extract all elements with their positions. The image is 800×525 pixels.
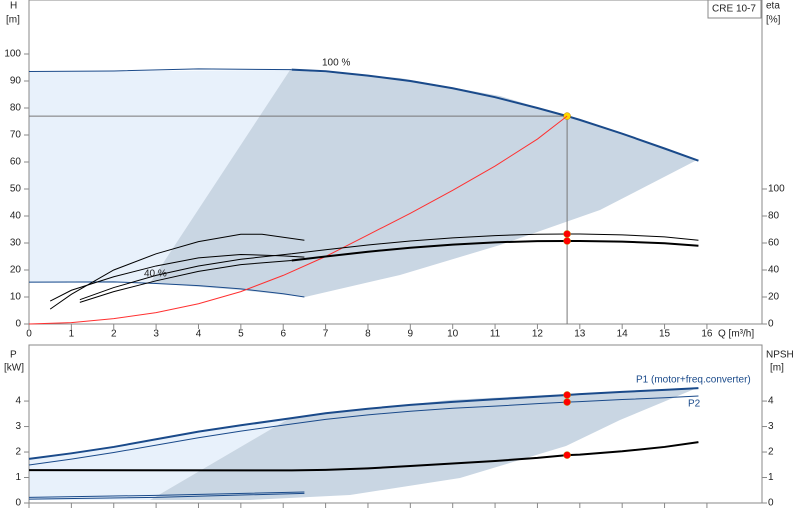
curve	[28, 281, 305, 298]
title-box	[707, 0, 762, 19]
curve	[28, 492, 305, 500]
x-tick-label: 3	[153, 329, 159, 340]
x-tick-label: 6	[280, 329, 286, 340]
annotation: P1 (motor+freq.converter)	[636, 375, 751, 386]
x-tick-label: 13	[574, 329, 586, 340]
y2-tick-label: 0	[768, 319, 774, 330]
y-tick-label: 2	[15, 447, 21, 458]
operating-point	[563, 398, 571, 406]
y2-tick-label: 1	[768, 472, 774, 483]
y2-tick-label: 4	[768, 396, 774, 407]
operating-point	[563, 451, 571, 459]
y-tick-label: 10	[10, 292, 22, 303]
curve	[28, 395, 699, 466]
curve	[28, 115, 568, 325]
curve	[79, 253, 292, 301]
y-tick-label: 0	[15, 498, 21, 509]
operating-point	[563, 237, 571, 245]
curve	[79, 260, 292, 303]
curve	[28, 387, 699, 460]
x-tick-label: 1	[69, 329, 75, 340]
y2-axis-label: [m]	[770, 363, 784, 374]
x-tick-label: 15	[659, 329, 671, 340]
x-tick-label: 11	[490, 329, 501, 340]
y-axis-label: P	[10, 350, 17, 361]
operating-point	[563, 230, 571, 238]
x-tick-label: 9	[408, 329, 414, 340]
y-tick-label: 4	[15, 396, 21, 407]
y-tick-label: 70	[10, 130, 22, 141]
y-tick-label: 100	[4, 49, 21, 60]
annotation: 40 %	[144, 269, 167, 280]
y2-tick-label: 100	[768, 184, 785, 195]
x-tick-label: 4	[196, 329, 202, 340]
curve	[291, 68, 699, 162]
plot-frame	[28, 344, 763, 504]
light-area	[29, 418, 290, 500]
y2-axis-label: eta	[766, 1, 780, 12]
curve	[291, 233, 699, 255]
operating-point	[563, 391, 571, 399]
y2-axis-label: NPSH	[766, 350, 794, 361]
y2-tick-label: 40	[768, 265, 780, 276]
x-tick-label: 5	[238, 329, 244, 340]
y-tick-label: 1	[15, 472, 21, 483]
curve	[49, 233, 305, 310]
curve	[28, 68, 292, 73]
operating-area	[150, 70, 697, 297]
y2-tick-label: 2	[768, 447, 774, 458]
y2-tick-label: 3	[768, 421, 774, 432]
y2-axis-label: [%]	[766, 15, 781, 26]
operating-area	[150, 388, 697, 500]
x-tick-label: 7	[323, 329, 329, 340]
y2-tick-label: 80	[768, 211, 780, 222]
y-tick-label: 90	[10, 76, 22, 87]
light-area	[29, 70, 290, 283]
curve	[28, 441, 699, 472]
y2-tick-label: 60	[768, 238, 780, 249]
x-tick-label: 0	[26, 329, 32, 340]
y2-tick-label: 20	[768, 292, 780, 303]
annotation: 100 %	[322, 58, 350, 69]
y-axis-label: H	[10, 1, 17, 12]
x-tick-label: 2	[111, 329, 117, 340]
x-axis-label: Q [m³/h]	[718, 329, 754, 340]
y-axis-label: [m]	[6, 15, 20, 26]
curve	[291, 239, 699, 262]
x-tick-label: 10	[447, 329, 459, 340]
y-tick-label: 50	[10, 184, 22, 195]
annotation: P2	[688, 399, 701, 410]
x-tick-label: 8	[365, 329, 371, 340]
y-tick-label: 80	[10, 103, 22, 114]
y-tick-label: 3	[15, 421, 21, 432]
y2-tick-label: 0	[768, 498, 774, 509]
y-tick-label: 0	[15, 319, 21, 330]
chart-title: CRE 10-7	[712, 4, 756, 15]
curve	[28, 491, 305, 498]
y-tick-label: 30	[10, 238, 22, 249]
y-tick-label: 60	[10, 157, 22, 168]
y-axis-label: [kW]	[4, 363, 24, 374]
x-tick-label: 14	[617, 329, 629, 340]
y-tick-label: 40	[10, 211, 22, 222]
x-tick-label: 12	[532, 329, 544, 340]
y-tick-label: 20	[10, 265, 22, 276]
x-tick-label: 16	[701, 329, 713, 340]
